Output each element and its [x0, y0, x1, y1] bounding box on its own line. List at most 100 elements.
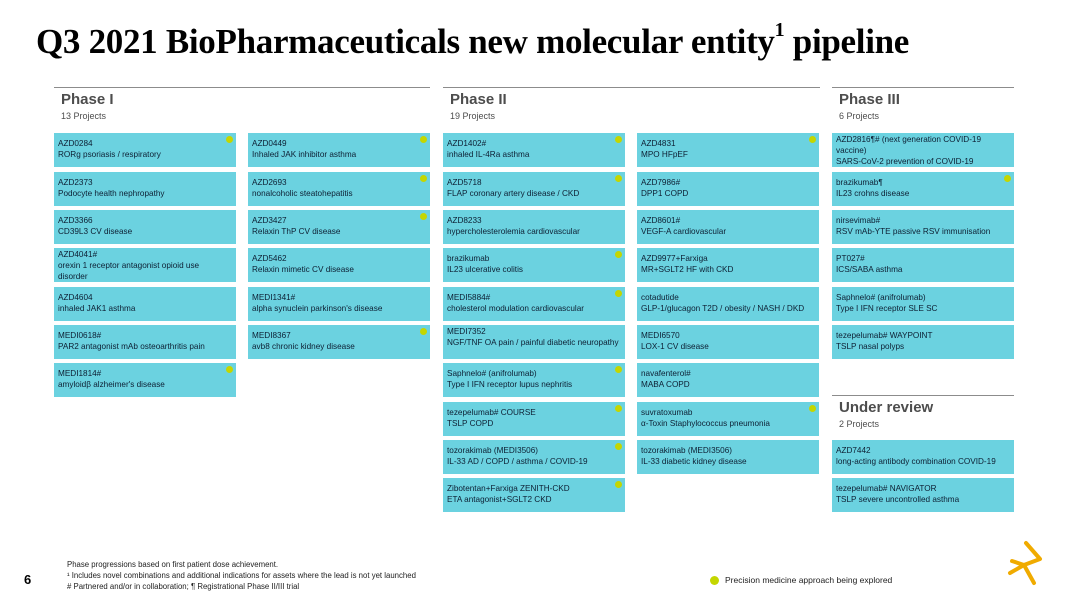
- under-review-count: 2 Projects: [839, 419, 880, 429]
- card-indication: ETA antagonist+SGLT2 CKD: [447, 495, 552, 504]
- footnote-2: ¹ Includes novel combinations and additi…: [67, 571, 416, 580]
- page-number: 6: [24, 572, 32, 587]
- phase-2-header: Phase II 19 Projects: [443, 87, 820, 127]
- card-asset-name: tezepelumab# NAVIGATOR: [836, 484, 937, 493]
- card-asset-name: Zibotentan+Farxiga ZENITH-CKD: [447, 484, 570, 493]
- pipeline-card: MEDI7352 NGF/TNF OA pain / painful diabet…: [443, 325, 625, 359]
- phase-3-title: Phase III: [839, 91, 900, 108]
- card-asset-name: AZD0449: [252, 139, 287, 148]
- pipeline-card: Zibotentan+Farxiga ZENITH-CKD ETA antagon…: [443, 478, 625, 512]
- card-asset-name: navafenterol#: [641, 369, 691, 378]
- pipeline-card: PT027# ICS/SABA asthma: [832, 248, 1014, 282]
- card-indication: Inhaled JAK inhibitor asthma: [252, 150, 357, 159]
- card-asset-name: AZD5462: [252, 254, 287, 263]
- footnote-1: Phase progressions based on first patien…: [67, 560, 279, 569]
- precision-medicine-dot-icon: [615, 290, 622, 297]
- card-indication: IL-33 diabetic kidney disease: [641, 457, 747, 466]
- card-asset-name: AZD9977+Farxiga: [641, 254, 708, 263]
- pipeline-card: brazikumab¶ IL23 crohns disease: [832, 172, 1014, 206]
- card-asset-name: AZD3427: [252, 216, 287, 225]
- pipeline-card: tezepelumab# WAYPOINT TSLP nasal polyps: [832, 325, 1014, 359]
- card-asset-name: AZD3366: [58, 216, 93, 225]
- precision-medicine-dot-icon: [420, 136, 427, 143]
- card-asset-name: MEDI5884#: [447, 293, 491, 302]
- pipeline-card: MEDI1341# alpha synuclein parkinson's dis…: [248, 287, 430, 321]
- phase-1-count: 13 Projects: [61, 111, 107, 121]
- card-asset-name: MEDI0618#: [58, 331, 102, 340]
- pipeline-card: Saphnelo# (anifrolumab) Type I IFN recept…: [443, 363, 625, 397]
- pipeline-card: MEDI0618# PAR2 antagonist mAb osteoarthri…: [54, 325, 236, 359]
- card-indication: avb8 chronic kidney disease: [252, 342, 355, 351]
- precision-medicine-dot-icon: [615, 366, 622, 373]
- title-footnote-mark: 1: [774, 19, 785, 42]
- precision-medicine-dot-icon: [420, 213, 427, 220]
- card-indication: Relaxin ThP CV disease: [252, 227, 341, 236]
- card-indication: LOX-1 CV disease: [641, 342, 709, 351]
- precision-medicine-dot-icon: [420, 328, 427, 335]
- card-asset-name: AZD5718: [447, 178, 482, 187]
- card-asset-name: MEDI7352: [447, 327, 486, 336]
- card-indication: TSLP COPD: [447, 419, 494, 428]
- card-asset-name: AZD8601#: [641, 216, 681, 225]
- page-title-end: pipeline: [784, 22, 910, 61]
- company-logo-icon: [1008, 541, 1042, 585]
- footnotes: Phase progressions based on first patien…: [67, 559, 416, 592]
- card-indication: Podocyte health nephropathy: [58, 189, 165, 198]
- card-indication: TSLP nasal polyps: [836, 342, 905, 351]
- precision-medicine-dot-icon: [615, 481, 622, 488]
- card-indication: RSV mAb-YTE passive RSV immunisation: [836, 227, 991, 236]
- pipeline-card: Saphnelo# (anifrolumab) Type I IFN recept…: [832, 287, 1014, 321]
- card-indication: hypercholesterolemia cardiovascular: [447, 227, 580, 236]
- precision-medicine-dot-icon: [226, 366, 233, 373]
- card-indication: α-Toxin Staphylococcus pneumonia: [641, 419, 770, 428]
- pipeline-card: AZD7986# DPP1 COPD: [637, 172, 819, 206]
- card-indication: DPP1 COPD: [641, 189, 689, 198]
- card-asset-name: AZD4041#: [58, 250, 98, 259]
- card-asset-name: PT027#: [836, 254, 865, 263]
- pipeline-card: cotadutide GLP-1/glucagon T2D / obesity /…: [637, 287, 819, 321]
- pipeline-card: AZD4041# orexin 1 receptor antagonist opi…: [54, 248, 236, 282]
- card-indication: RORg psoriasis / respiratory: [58, 150, 161, 159]
- card-indication: alpha synuclein parkinson's disease: [252, 304, 383, 313]
- card-indication: MABA COPD: [641, 380, 690, 389]
- pipeline-card: AZD2693 nonalcoholic steatohepatitis: [248, 172, 430, 206]
- precision-medicine-dot-icon: [615, 443, 622, 450]
- precision-medicine-dot-icon: [420, 175, 427, 182]
- pipeline-card: AZD8601# VEGF-A cardiovascular: [637, 210, 819, 244]
- card-indication: IL23 ulcerative colitis: [447, 265, 523, 274]
- card-asset-name: AZD7986#: [641, 178, 681, 187]
- card-indication: MR+SGLT2 HF with CKD: [641, 265, 734, 274]
- card-asset-name: tezepelumab# COURSE: [447, 408, 536, 417]
- pipeline-card: AZD2816¶# (next generation COVID-19 vacc…: [832, 133, 1014, 167]
- phase-1-title: Phase I: [61, 91, 114, 108]
- card-asset-name: tezepelumab# WAYPOINT: [836, 331, 933, 340]
- pipeline-card: AZD4831 MPO HFpEF: [637, 133, 819, 167]
- footnote-3: # Partnered and/or in collaboration; ¶ R…: [67, 582, 300, 591]
- pipeline-card: AZD7442 long-acting antibody combination …: [832, 440, 1014, 474]
- pipeline-card: AZD3366 CD39L3 CV disease: [54, 210, 236, 244]
- card-asset-name: AZD7442: [836, 446, 871, 455]
- phase-2-count: 19 Projects: [450, 111, 496, 121]
- card-indication: VEGF-A cardiovascular: [641, 227, 727, 236]
- card-asset-name: MEDI6570: [641, 331, 680, 340]
- card-indication: NGF/TNF OA pain / painful diabetic neuro…: [447, 338, 619, 347]
- precision-medicine-dot-icon: [809, 136, 816, 143]
- card-indication: GLP-1/glucagon T2D / obesity / NASH / DK…: [641, 304, 805, 313]
- card-asset-name: cotadutide: [641, 293, 679, 302]
- card-indication: IL-33 AD / COPD / asthma / COVID-19: [447, 457, 588, 466]
- card-indication: inhaled IL-4Ra asthma: [447, 150, 530, 159]
- card-asset-name: Saphnelo# (anifrolumab): [447, 369, 537, 378]
- card-indication: FLAP coronary artery disease / CKD: [447, 189, 580, 198]
- card-asset-name: MEDI1814#: [58, 369, 102, 378]
- precision-medicine-dot-icon: [710, 575, 719, 585]
- card-indication: ICS/SABA asthma: [836, 265, 903, 274]
- card-asset-name: tozorakimab (MEDI3506): [641, 446, 733, 455]
- phase-3-count: 6 Projects: [839, 111, 880, 121]
- pipeline-card: AZD3427 Relaxin ThP CV disease: [248, 210, 430, 244]
- card-indication: IL23 crohns disease: [836, 189, 910, 198]
- pipeline-card: AZD1402# inhaled IL-4Ra asthma: [443, 133, 625, 167]
- pipeline-card: MEDI8367 avb8 chronic kidney disease: [248, 325, 430, 359]
- card-asset-name: AZD8233: [447, 216, 482, 225]
- phase-2-rule: [443, 87, 820, 88]
- card-indication: MPO HFpEF: [641, 150, 688, 159]
